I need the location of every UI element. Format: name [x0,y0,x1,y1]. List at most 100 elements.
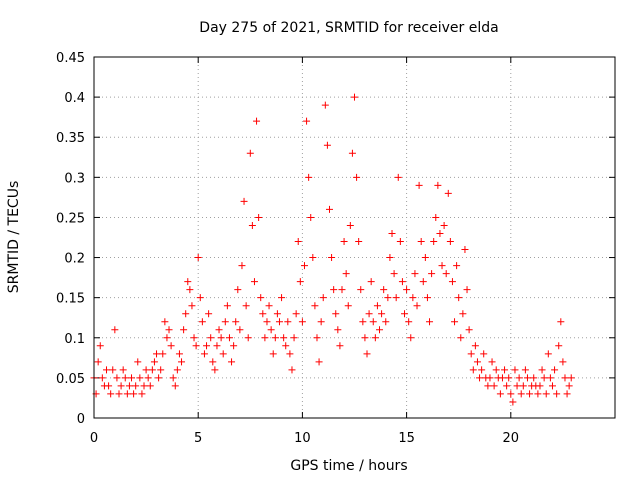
data-point [167,342,175,350]
data-point [413,302,421,310]
data-point [182,310,190,318]
data-point [388,229,396,237]
data-point [144,374,152,382]
data-point [455,294,463,302]
data-point [505,374,513,382]
data-point [536,382,544,390]
data-point [228,358,236,366]
data-point [319,294,327,302]
data-point [496,390,504,398]
data-point [117,382,125,390]
data-point [234,286,242,294]
data-point [553,390,561,398]
data-point [121,374,129,382]
data-point [423,294,431,302]
points-layer [90,93,575,406]
data-point [471,342,479,350]
x-tick-label: 0 [90,431,98,446]
data-point [365,310,373,318]
data-point [440,221,448,229]
data-point [392,294,400,302]
data-point [515,374,523,382]
data-point [128,374,136,382]
data-point [503,382,511,390]
data-point [344,302,352,310]
data-point [446,238,454,246]
data-point [153,350,161,358]
data-point [205,310,213,318]
data-point [459,310,467,318]
data-point [332,310,340,318]
x-axis-title: GPS time / hours [290,458,407,474]
data-point [288,366,296,374]
data-point [219,350,227,358]
data-point [269,350,277,358]
data-point [559,358,567,366]
data-point [134,358,142,366]
data-point [490,382,498,390]
x-tick-label: 15 [398,431,415,446]
data-point [161,318,169,326]
data-point [155,374,163,382]
data-point [415,181,423,189]
data-point [215,326,223,334]
data-point [171,382,179,390]
data-point [211,366,219,374]
data-point [511,366,519,374]
x-tick-label: 10 [294,431,311,446]
data-point [113,374,121,382]
data-point [457,334,465,342]
data-point [138,390,146,398]
data-point [478,366,486,374]
data-point [265,302,273,310]
data-point [280,334,288,342]
data-point [146,382,154,390]
data-point [523,374,531,382]
data-point [119,366,127,374]
data-point [253,117,261,125]
data-point [521,366,529,374]
data-point [130,390,138,398]
data-point [178,358,186,366]
data-point [109,366,117,374]
x-tick-label: 20 [503,431,520,446]
data-point [486,374,494,382]
data-point [213,342,221,350]
data-point [548,382,556,390]
data-point [409,294,417,302]
data-point [411,270,419,278]
chart-title: Day 275 of 2021, SRMTID for receiver eld… [199,20,498,36]
data-point [359,318,367,326]
data-point [507,390,515,398]
data-point [244,334,252,342]
data-point [111,326,119,334]
data-point [159,350,167,358]
data-point [338,286,346,294]
data-point [246,149,254,157]
data-point [300,262,308,270]
data-point [286,350,294,358]
y-tick-label: 0.2 [64,252,85,267]
data-point [321,101,329,109]
data-point [567,374,575,382]
data-point [390,270,398,278]
y-tick-label: 0.05 [56,372,85,387]
y-tick-label: 0.1 [64,332,85,347]
data-point [330,286,338,294]
data-point [292,310,300,318]
data-point [240,197,248,205]
data-point [325,205,333,213]
data-point [103,366,111,374]
data-point [346,221,354,229]
data-point [465,326,473,334]
data-point [394,173,402,181]
data-point [530,374,538,382]
data-point [484,382,492,390]
data-point [328,254,336,262]
data-point [369,318,377,326]
data-point [453,262,461,270]
data-point [248,221,256,229]
data-point [250,278,258,286]
data-point [555,342,563,350]
data-point [165,326,173,334]
